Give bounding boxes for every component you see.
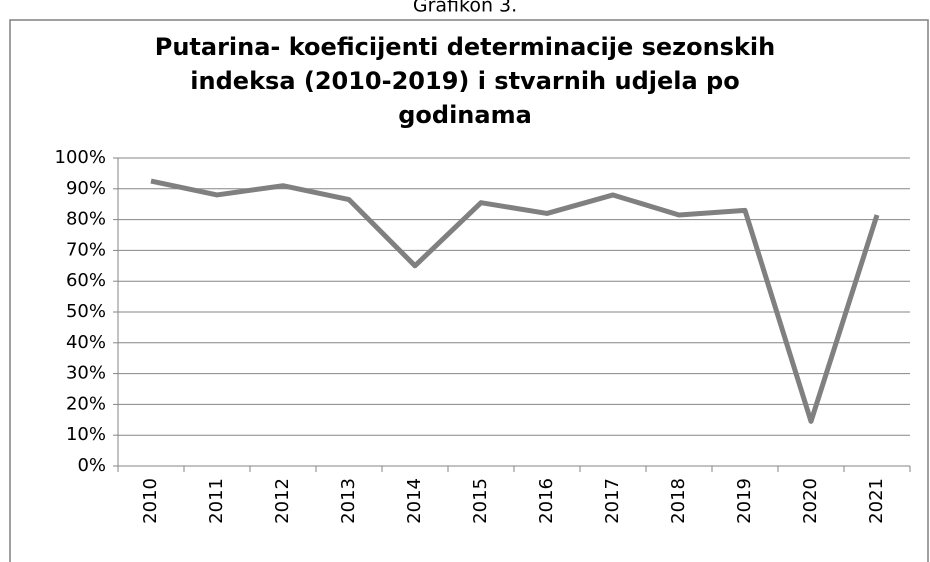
x-tick-label: 2015 — [470, 478, 491, 524]
y-tick-label: 10% — [66, 424, 106, 445]
x-tick-label: 2018 — [668, 478, 689, 524]
y-tick-label: 0% — [77, 455, 106, 476]
x-tick-label: 2020 — [800, 478, 821, 524]
x-tick-label: 2013 — [338, 478, 359, 524]
chart-title: Putarina- koeficijenti determinacije sez… — [155, 33, 776, 61]
chart-title: indeksa (2010-2019) i stvarnih udjela po — [190, 67, 739, 95]
y-tick-label: 20% — [66, 393, 106, 414]
x-tick-label: 2012 — [272, 478, 293, 524]
y-tick-label: 50% — [66, 301, 106, 322]
x-tick-label: 2014 — [404, 478, 425, 524]
chart-title: godinama — [398, 101, 532, 129]
x-tick-label: 2011 — [206, 478, 227, 524]
chart-border — [9, 19, 929, 562]
x-tick-label: 2016 — [536, 478, 557, 524]
y-tick-label: 60% — [66, 270, 106, 291]
y-tick-label: 100% — [55, 147, 106, 168]
x-tick-label: 2021 — [866, 478, 887, 524]
y-tick-label: 40% — [66, 332, 106, 353]
y-tick-label: 30% — [66, 363, 106, 384]
x-tick-label: 2010 — [140, 478, 161, 524]
y-tick-label: 90% — [66, 178, 106, 199]
y-tick-label: 70% — [66, 239, 106, 260]
data-line — [150, 178, 880, 424]
caption: Grafikon 3. — [413, 0, 517, 17]
x-tick-label: 2019 — [734, 478, 755, 524]
x-tick-label: 2017 — [602, 478, 623, 524]
y-tick-label: 80% — [66, 209, 106, 230]
